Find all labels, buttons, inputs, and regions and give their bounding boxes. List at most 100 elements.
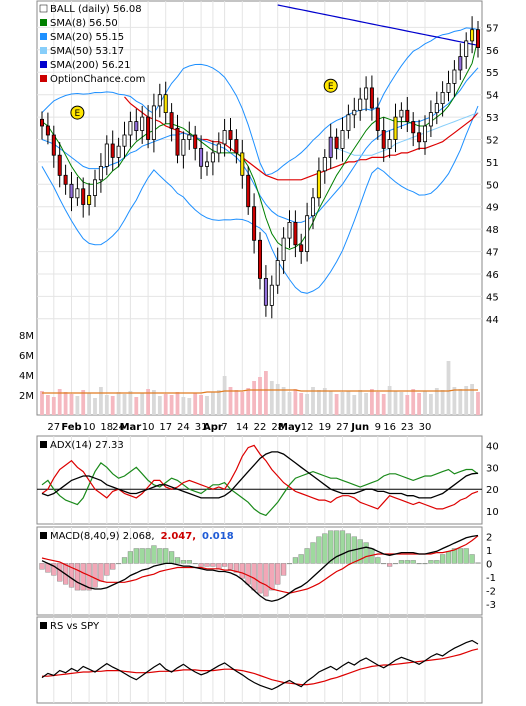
adx-line [41,451,479,499]
volume-bar [440,390,445,415]
macd-histogram-bar [463,548,469,564]
volume-bar [358,390,363,415]
rs-line [41,639,479,691]
macd-histogram-bar [157,548,163,564]
volume-bar [163,394,168,415]
volume-bar [99,387,103,415]
x-tick-label: 12 [301,422,314,433]
candle-body [364,87,369,100]
volume-bar [311,387,315,415]
x-tick-label: 19 [318,422,331,433]
volume-tick-label: 6M [19,351,34,362]
volume-ma-line [42,389,478,394]
legend-sma20: SMA(20) 55.15 [50,32,124,43]
volume-bar [287,392,292,415]
x-tick-label: 27 [336,422,349,433]
candle-body [252,206,257,241]
macd-histogram-bar [110,563,116,570]
volume-bar [69,394,74,415]
volume-bar [423,391,427,415]
sma200-line [277,4,479,46]
price-tick-label: 54 [486,91,499,102]
volume-bar [93,398,97,415]
plus-di-line [41,462,479,517]
rs-legend: RS vs SPY [40,621,100,632]
legend-ticker: BALL (daily) 56.08 [50,4,142,15]
macd-histogram-bar [151,545,157,564]
volume-bar [110,396,115,415]
macd-histogram-bar [357,539,363,564]
candle-body [299,244,304,252]
volume-bar [446,361,451,415]
price-tick-label: 47 [486,248,499,259]
candle-body [116,145,121,158]
volume-tick-label: 4M [19,371,34,382]
macd-histogram-bar [57,563,63,582]
volume-bar [429,394,433,415]
candle-body [458,56,463,71]
macd-histogram-bar [139,548,145,564]
candle-body [475,29,480,49]
macd-histogram-bar [445,551,452,564]
macd-histogram-bar [404,560,410,564]
indicator-lines [37,444,482,691]
x-tick-label: 9 [375,422,381,433]
macd-histogram-bar [251,563,257,591]
volume-bar [452,387,457,415]
legend-source: OptionChance.com [50,74,145,85]
adx-legend: ADX(14) 27.33 [40,440,124,451]
candle-body [40,118,45,127]
candle-body [240,152,245,176]
candle-body [393,116,398,140]
macd-histogram-bar [98,563,104,582]
candle-body [222,130,227,145]
macd-histogram-bar [428,560,434,564]
candle-body [328,136,333,158]
candle-body [187,134,192,140]
macd-histogram-bar [80,563,86,591]
candle-body [146,116,151,140]
x-tick-label: 7 [221,422,227,433]
macd-histogram-bar [221,563,228,567]
candle-body [428,112,433,127]
volume-bar [211,392,215,415]
volume-bars [40,361,480,415]
candle-body [199,147,204,167]
price-tick-label: 51 [486,158,499,169]
volume-bar [104,395,109,415]
adx-tick-label: 40 [486,441,499,452]
candle-body [375,107,380,131]
volume-bar [281,387,286,415]
volume-bar [476,392,480,415]
volume-bar [299,393,304,415]
legend-adx: ADX(14) 27.33 [50,440,124,451]
candle-body [234,139,239,154]
candle-body [175,127,180,156]
macd-histogram-bar [345,533,352,564]
price-tick-label: 55 [486,68,499,79]
volume-bar [116,392,121,415]
macd-histogram-bar [440,554,446,564]
macd-histogram-bar [192,563,198,565]
candle-body [334,136,339,149]
candle-body [157,94,162,107]
volume-bar [405,395,410,415]
volume-bar [458,389,463,415]
candle-body [310,197,315,217]
macd-histogram-bar [263,563,269,597]
candle-body [193,134,198,149]
candle-body [434,103,439,113]
volume-bar [193,393,198,415]
macd-histogram-bar [387,563,393,567]
macd-legend: MACD(8,40,9) 2.068, 2.047, 0.018 [40,531,234,542]
volume-bar [352,395,357,415]
volume-bar [264,371,268,415]
x-tick-label: 16 [383,422,396,433]
lower-band-line [41,105,479,294]
macd-histogram-bar [310,542,316,564]
macd-histogram-bar [68,563,75,588]
x-tick-label: 24 [112,422,125,433]
candle-body [169,112,174,129]
candle-body [98,165,103,181]
